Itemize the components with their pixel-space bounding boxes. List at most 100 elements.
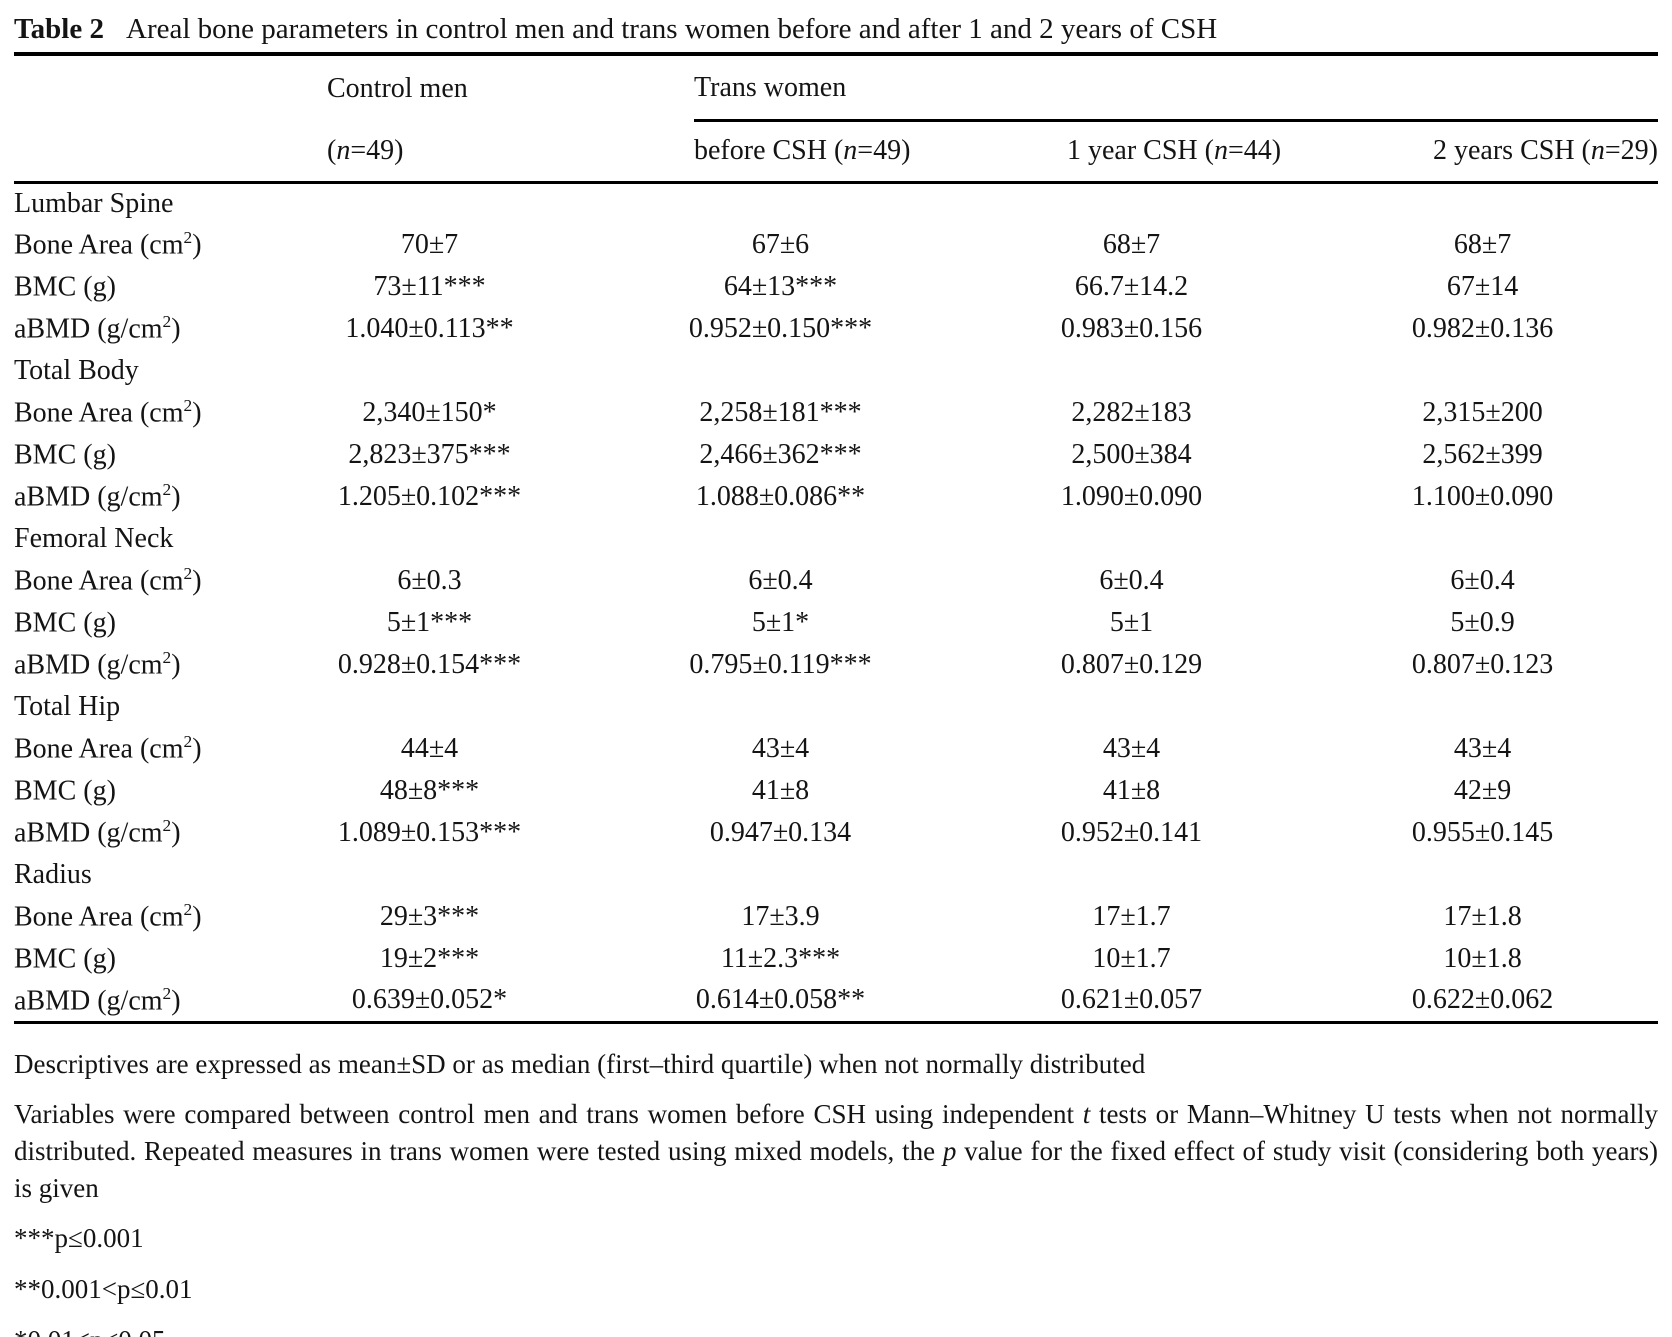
- cell-value: 1.040±0.113**: [345, 313, 514, 344]
- table-row: aBMD (g/cm2) 0.639±0.052* 0.614±0.058** 0.6…: [14, 980, 1658, 1022]
- superscript: 2: [162, 648, 172, 668]
- cell-value: 6±0.3: [397, 565, 462, 596]
- cell-value: 68±7: [1453, 229, 1512, 260]
- cell-value: 5±1: [1109, 607, 1154, 638]
- cell-value: 2,562±399: [1422, 439, 1543, 470]
- cell-value: 17±1.8: [1443, 901, 1522, 932]
- table-row: aBMD (g/cm2) 1.205±0.102*** 1.088±0.086** 1…: [14, 476, 1658, 518]
- trans-women-span-rule: Trans women: [694, 56, 1659, 122]
- cell-value: 43±4: [751, 733, 810, 764]
- section-label: Femoral Neck: [14, 523, 174, 554]
- superscript: 2: [183, 900, 193, 920]
- footnote-sig-one-star: *0.01<p≤0.05: [14, 1322, 1658, 1337]
- table-row: BMC (g) 73±11*** 64±13*** 66.7±14.2 67±14: [14, 266, 1658, 308]
- cell-value: 5±1***: [386, 607, 473, 638]
- cell-value: 43±4: [1453, 733, 1512, 764]
- table-row: Bone Area (cm2) 70±7 67±6 68±7 68±7: [14, 224, 1658, 266]
- cell-value: 44±4: [400, 733, 459, 764]
- cell-value: 1.088±0.086**: [695, 481, 866, 512]
- row-label: BMC (g): [14, 775, 116, 807]
- cell-value: 0.952±0.141: [1060, 817, 1203, 848]
- cell-value: 67±14: [1446, 271, 1519, 302]
- cell-value: 2,258±181***: [699, 397, 862, 428]
- cell-value: 5±0.9: [1450, 607, 1515, 638]
- table-caption: Areal bone parameters in control men and…: [126, 13, 1218, 45]
- subheader-2-years-csh: 2 years CSH (n=29): [1433, 135, 1658, 167]
- table-title: Table 2 Areal bone parameters in control …: [14, 12, 1658, 46]
- table-row: BMC (g) 5±1*** 5±1* 5±1 5±0.9: [14, 602, 1658, 644]
- section-header-row: Femoral Neck: [14, 518, 1658, 560]
- cell-value: 68±7: [1102, 229, 1161, 260]
- table-row: BMC (g) 48±8*** 41±8 41±8 42±9: [14, 770, 1658, 812]
- section-header-row: Total Hip: [14, 686, 1658, 728]
- cell-value: 29±3***: [379, 901, 480, 932]
- cell-value: 10±1.7: [1092, 943, 1171, 974]
- footnote-descriptives: Descriptives are expressed as mean±SD or…: [14, 1048, 1146, 1079]
- cell-value: 0.952±0.150***: [688, 313, 873, 344]
- footnote-sig-three-stars: ***p≤0.001: [14, 1222, 144, 1253]
- cell-value: 19±2***: [379, 943, 480, 974]
- footnote-methods: Variables were compared between control …: [14, 1098, 1658, 1203]
- section-label: Total Hip: [14, 691, 121, 722]
- cell-value: 42±9: [1453, 775, 1512, 806]
- table-row: Bone Area (cm2) 44±4 43±4 43±4 43±4: [14, 728, 1658, 770]
- cell-value: 1.205±0.102***: [337, 481, 522, 512]
- subheader-control-men-n: (n=49): [327, 135, 404, 167]
- cell-value: 0.807±0.129: [1060, 649, 1203, 680]
- group-header-row: Control men Trans women: [14, 54, 1659, 122]
- superscript: 2: [183, 564, 193, 584]
- superscript: 2: [162, 983, 172, 1003]
- section-header-row: Lumbar Spine: [14, 182, 1658, 224]
- cell-value: 6±0.4: [748, 565, 813, 596]
- cell-value: 0.621±0.057: [1060, 984, 1203, 1016]
- row-label: BMC (g): [14, 943, 116, 975]
- superscript: 2: [183, 732, 193, 752]
- row-label: Bone Area (cm2): [14, 564, 202, 597]
- section-label: Radius: [14, 859, 92, 890]
- cell-value: 5±1*: [751, 607, 810, 638]
- subheader-before-csh: before CSH (n=49): [694, 135, 911, 167]
- trans-women-label: Trans women: [694, 71, 847, 103]
- cell-value: 43±4: [1102, 733, 1161, 764]
- cell-value: 66.7±14.2: [1074, 271, 1189, 302]
- superscript: 2: [162, 816, 172, 836]
- cell-value: 2,823±375***: [348, 439, 511, 470]
- superscript: 2: [183, 396, 193, 416]
- cell-value: 6±0.4: [1450, 565, 1515, 596]
- table-row: aBMD (g/cm2) 1.040±0.113** 0.952±0.150*** 0…: [14, 308, 1658, 350]
- cell-value: 0.614±0.058**: [695, 984, 866, 1016]
- cell-value: 70±7: [400, 229, 459, 260]
- table-row: aBMD (g/cm2) 0.928±0.154*** 0.795±0.119***…: [14, 644, 1658, 686]
- row-label: aBMD (g/cm2): [14, 983, 181, 1016]
- empty-header-cell: [14, 54, 254, 122]
- cell-value: 2,282±183: [1071, 397, 1192, 428]
- table-row: Bone Area (cm2) 2,340±150* 2,258±181*** 2,2…: [14, 392, 1658, 434]
- table-footnotes: Descriptives are expressed as mean±SD or…: [14, 1024, 1658, 1337]
- section-label: Lumbar Spine: [14, 187, 174, 219]
- superscript: 2: [162, 480, 172, 500]
- cell-value: 0.622±0.062: [1411, 984, 1554, 1016]
- table-row: Bone Area (cm2) 6±0.3 6±0.4 6±0.4 6±0.4: [14, 560, 1658, 602]
- cell-value: 1.090±0.090: [1060, 481, 1203, 512]
- section-label: Total Body: [14, 355, 139, 386]
- row-label: aBMD (g/cm2): [14, 312, 181, 345]
- cell-value: 48±8***: [379, 775, 480, 806]
- cell-value: 41±8: [1102, 775, 1161, 806]
- table-row: BMC (g) 19±2*** 11±2.3*** 10±1.7 10±1.8: [14, 938, 1658, 980]
- table-body: Lumbar Spine Bone Area (cm2) 70±7 67±6 68±7 6…: [14, 182, 1658, 1022]
- cell-value: 2,315±200: [1422, 397, 1543, 428]
- cell-value: 2,500±384: [1071, 439, 1192, 470]
- cell-value: 11±2.3***: [720, 943, 841, 974]
- cell-value: 6±0.4: [1099, 565, 1164, 596]
- cell-value: 73±11***: [373, 271, 486, 302]
- cell-value: 0.947±0.134: [709, 817, 852, 848]
- cell-value: 2,340±150*: [362, 397, 497, 428]
- row-label: Bone Area (cm2): [14, 228, 202, 261]
- table-row: BMC (g) 2,823±375*** 2,466±362*** 2,500±384…: [14, 434, 1658, 476]
- cell-value: 1.089±0.153***: [337, 817, 522, 848]
- cell-value: 67±6: [751, 229, 810, 260]
- cell-value: 41±8: [751, 775, 810, 806]
- row-label: Bone Area (cm2): [14, 396, 202, 429]
- cell-value: 0.639±0.052*: [351, 984, 508, 1016]
